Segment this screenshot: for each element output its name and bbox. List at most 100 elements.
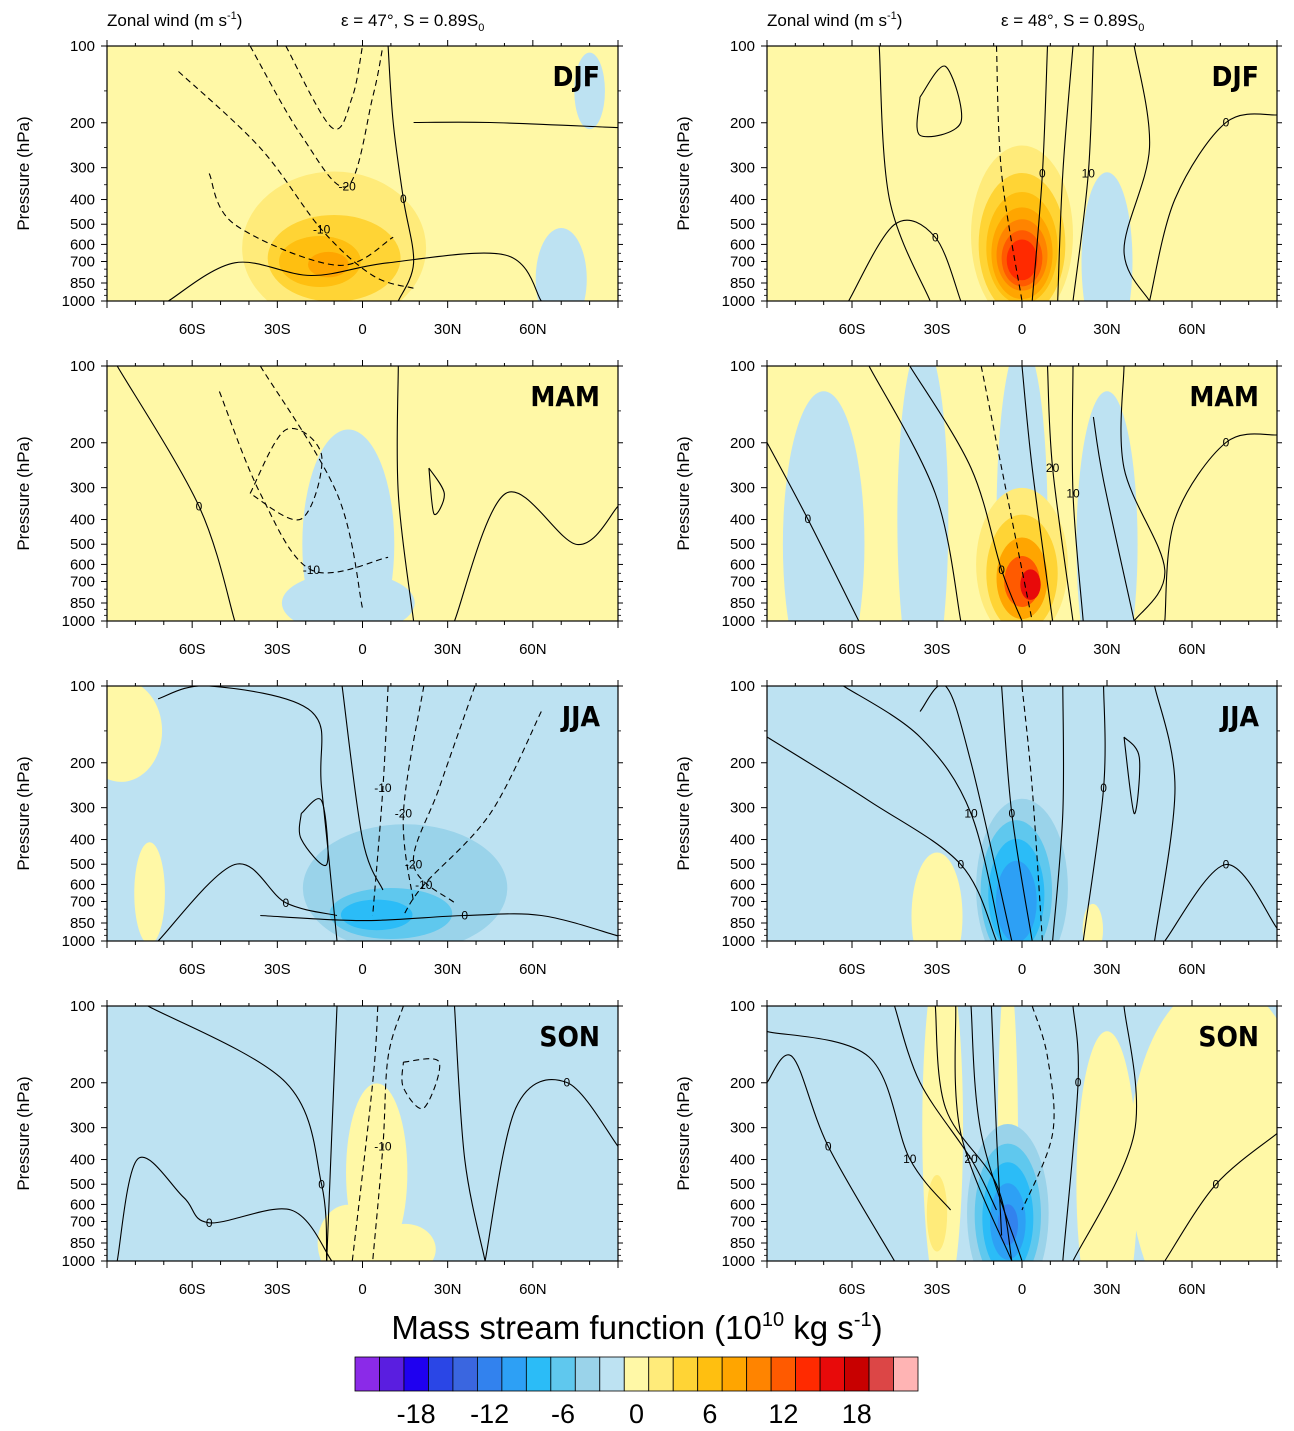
contour-solid [878,46,931,301]
x-tick-label: 0 [358,961,366,978]
season-label: SON [1198,1020,1259,1053]
zonal-wind-contours: 0 0 20 10 0 [767,366,1277,621]
x-tick-label: 60N [1178,961,1206,978]
field-contour-fill [1006,239,1038,281]
contour-label: 10 [1082,167,1096,181]
x-tick-label: 60N [519,321,547,338]
contour-label: 0 [1100,781,1107,795]
contour-label: 0 [1223,116,1230,130]
contour-solid [893,1006,997,1211]
y-tick-label: 850 [730,915,755,932]
contour-solid [1154,686,1176,941]
panel-title-left: Zonal wind (m s-1) [767,10,902,30]
y-tick-label: 300 [730,160,755,177]
colorbar-swatch [501,1356,527,1392]
contour-solid [767,1030,952,1211]
contour-solid [428,467,445,516]
x-tick-label: 30N [1093,1281,1121,1298]
colorbar-swatch [379,1356,405,1392]
y-tick-label: 850 [730,595,755,612]
contour-dashed [249,427,323,521]
contour-solid [1164,433,1277,621]
stream-function-field [767,46,1277,301]
y-tick-label: 1000 [62,933,95,950]
colorbar-swatch [623,1356,650,1392]
y-axis-label: Pressure (hPa) [674,1076,693,1190]
x-tick-label: 60N [519,641,547,658]
panel-title-right: ε = 47°, S = 0.89S0 [341,11,484,34]
y-tick-label: 700 [70,894,95,911]
field-contour-fill [535,228,587,301]
x-tick-label: 60S [839,641,866,658]
colorbar-swatch [868,1356,894,1392]
x-tick-label: 30N [1093,961,1121,978]
x-tick-label: 0 [1018,321,1026,338]
y-tick-label: 300 [730,800,755,817]
field-contour-fill [574,52,605,130]
season-label: SON [539,1020,600,1053]
colorbar-label: 0 [629,1399,644,1429]
y-tick-label: 850 [730,275,755,292]
contour-dashed [208,173,394,266]
colorbar-swatch [746,1356,772,1392]
contour-label: 0 [1039,167,1046,181]
contour-solid [1057,46,1074,301]
contour-label: 0 [1075,1076,1082,1090]
y-tick-label: 1000 [62,293,95,310]
contour-label: 0 [1223,858,1230,872]
x-tick-label: 30N [434,641,462,658]
y-tick-label: 850 [70,915,95,932]
y-tick-label: 600 [730,236,755,253]
zonal-wind-contours: 0-10-20-20-100 [157,686,618,941]
y-tick-label: 400 [70,512,95,529]
y-tick-label: 600 [730,1196,755,1213]
contour-label: 0 [564,1076,571,1090]
contour-solid [848,219,962,301]
season-label: MAM [1189,380,1259,413]
x-tick-label: 30S [264,641,291,658]
colorbar-swatch [819,1356,845,1392]
y-tick-label: 500 [730,536,755,553]
x-tick-label: 30S [264,1281,291,1298]
contour-solid [168,252,542,301]
contour-label: 0 [804,512,811,526]
contour-dashed [1021,686,1043,941]
y-tick-label: 300 [730,1120,755,1137]
season-label: MAM [530,380,600,413]
y-tick-label: 1000 [722,613,755,630]
y-tick-label: 400 [730,832,755,849]
contour-solid [1031,46,1049,301]
x-tick-label: 60S [179,1281,206,1298]
contour-solid [1120,366,1166,621]
colorbar-swatch [599,1356,625,1392]
y-tick-label: 500 [730,1176,755,1193]
colorbar-swatch [452,1356,478,1392]
colorbar-swatch [525,1356,552,1392]
y-tick-label: 500 [70,216,95,233]
stream-function-field [107,366,618,621]
y-tick-label: 300 [70,160,95,177]
contour-label: 0 [283,896,290,910]
x-tick-label: 30S [924,641,951,658]
y-tick-label: 500 [70,1176,95,1193]
y-tick-label: 500 [730,856,755,873]
field-contour-fill [374,1223,436,1261]
contour-solid [116,1156,333,1261]
x-tick-label: 30S [924,961,951,978]
contour-label: -10 [313,223,331,237]
y-tick-label: 700 [70,1214,95,1231]
contour-solid [1082,686,1106,941]
colorbar-label: 6 [702,1399,717,1429]
y-axis-label: Pressure (hPa) [674,116,693,230]
contour-solid [1046,366,1074,621]
y-tick-label: 200 [730,115,755,132]
season-label: JJA [560,700,601,733]
contour-solid [909,366,1023,621]
x-tick-label: 30S [924,1281,951,1298]
contour-label: -10 [415,878,433,892]
x-tick-label: 30N [1093,321,1121,338]
